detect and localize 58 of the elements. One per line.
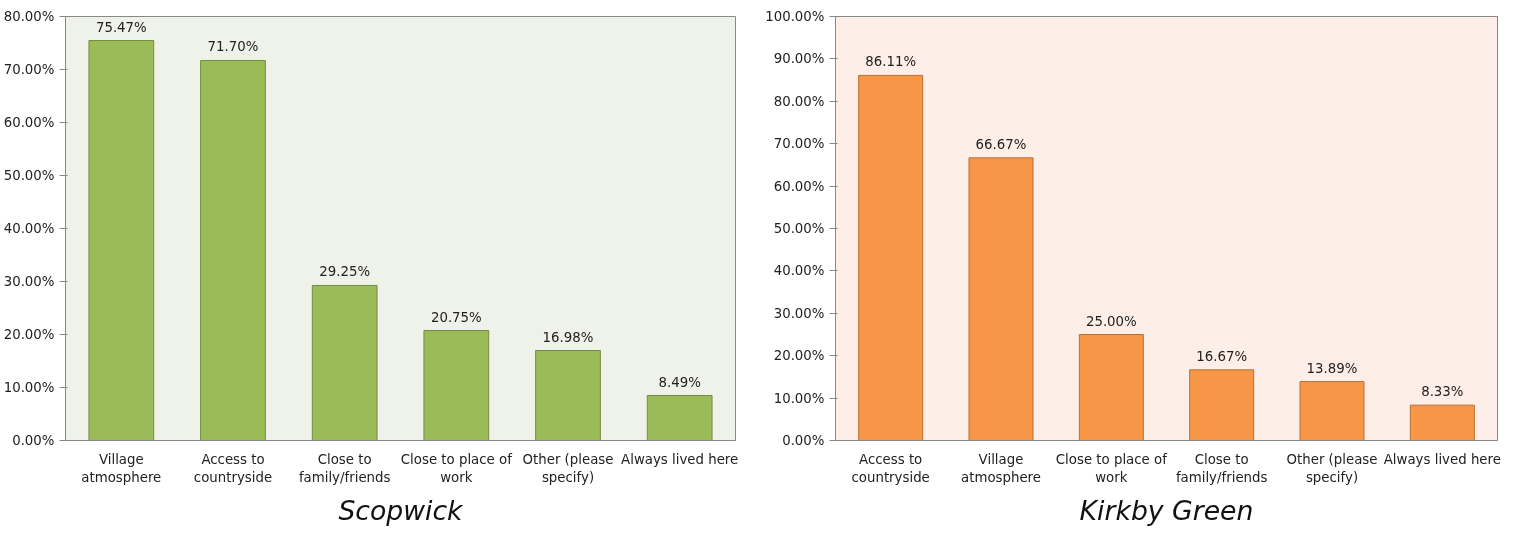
x-tick-label: Close to place of work [400,451,513,485]
data-label: 16.67% [1196,348,1248,364]
bar [200,59,266,441]
bar [1409,404,1475,441]
bar [1078,334,1144,441]
y-tick-label: 10.00% [773,390,825,406]
x-tick-label: Other (please specify) [522,451,614,485]
data-label: 29.25% [319,264,371,280]
y-tick-label: 90.00% [773,51,825,67]
x-tick-label: Always lived here [1383,451,1501,467]
y-tick-label: 50.00% [773,221,825,236]
data-label: 66.67% [975,136,1027,152]
text: Scopwick [338,494,465,526]
data-label: 16.98% [542,329,594,345]
bar [88,40,155,441]
bar [311,284,378,441]
y-tick-label: 30.00% [773,305,825,321]
x-tick-label: Close to place of work [1055,451,1168,485]
bar [1189,369,1255,441]
data-label: 8.33% [1421,384,1464,400]
x-tick-label: Village atmosphere [961,451,1041,485]
data-label: 71.70% [207,39,259,55]
x-tick-label: Close to family/friends [298,451,391,485]
y-tick-label: 80.00% [773,93,825,109]
y-tick-label: 60.00% [3,115,55,130]
y-tick-label: 60.00% [773,178,825,194]
data-label: 86.11% [865,54,917,70]
data-label: 20.75% [430,309,482,325]
y-tick-label: 50.00% [3,168,55,183]
bar [535,350,601,441]
y-tick-label: 80.00% [3,9,55,24]
x-tick-label: Access to countryside [851,451,930,485]
y-tick-label: 40.00% [773,263,825,279]
data-label: 75.47% [95,19,147,35]
data-label: 13.89% [1306,360,1358,376]
data-label: 8.49% [658,374,701,390]
y-tick-label: 10.00% [3,380,55,395]
x-tick-label: Village atmosphere [81,451,162,485]
y-tick-label: 70.00% [773,136,825,152]
y-tick-label: 0.00% [782,433,825,448]
bar [646,395,713,441]
x-tick-label: Always lived here [621,451,739,467]
y-tick-label: 0.00% [12,433,55,448]
y-tick-label: 30.00% [3,274,55,289]
data-label: 25.00% [1085,313,1137,329]
y-tick-label: 100.00% [765,9,825,24]
bar [423,330,490,441]
text: Kirkby Green [1079,494,1254,526]
x-tick-label: Access to countryside [193,451,273,485]
y-tick-label: 20.00% [3,327,55,342]
y-tick-label: 20.00% [773,348,825,364]
y-tick-label: 40.00% [3,221,55,236]
bar [968,157,1034,441]
bar [858,74,924,441]
y-tick-label: 70.00% [3,62,55,77]
bar [1299,381,1365,441]
x-tick-label: Close to family/friends [1175,451,1268,485]
x-tick-label: Other (please specify) [1286,451,1378,485]
